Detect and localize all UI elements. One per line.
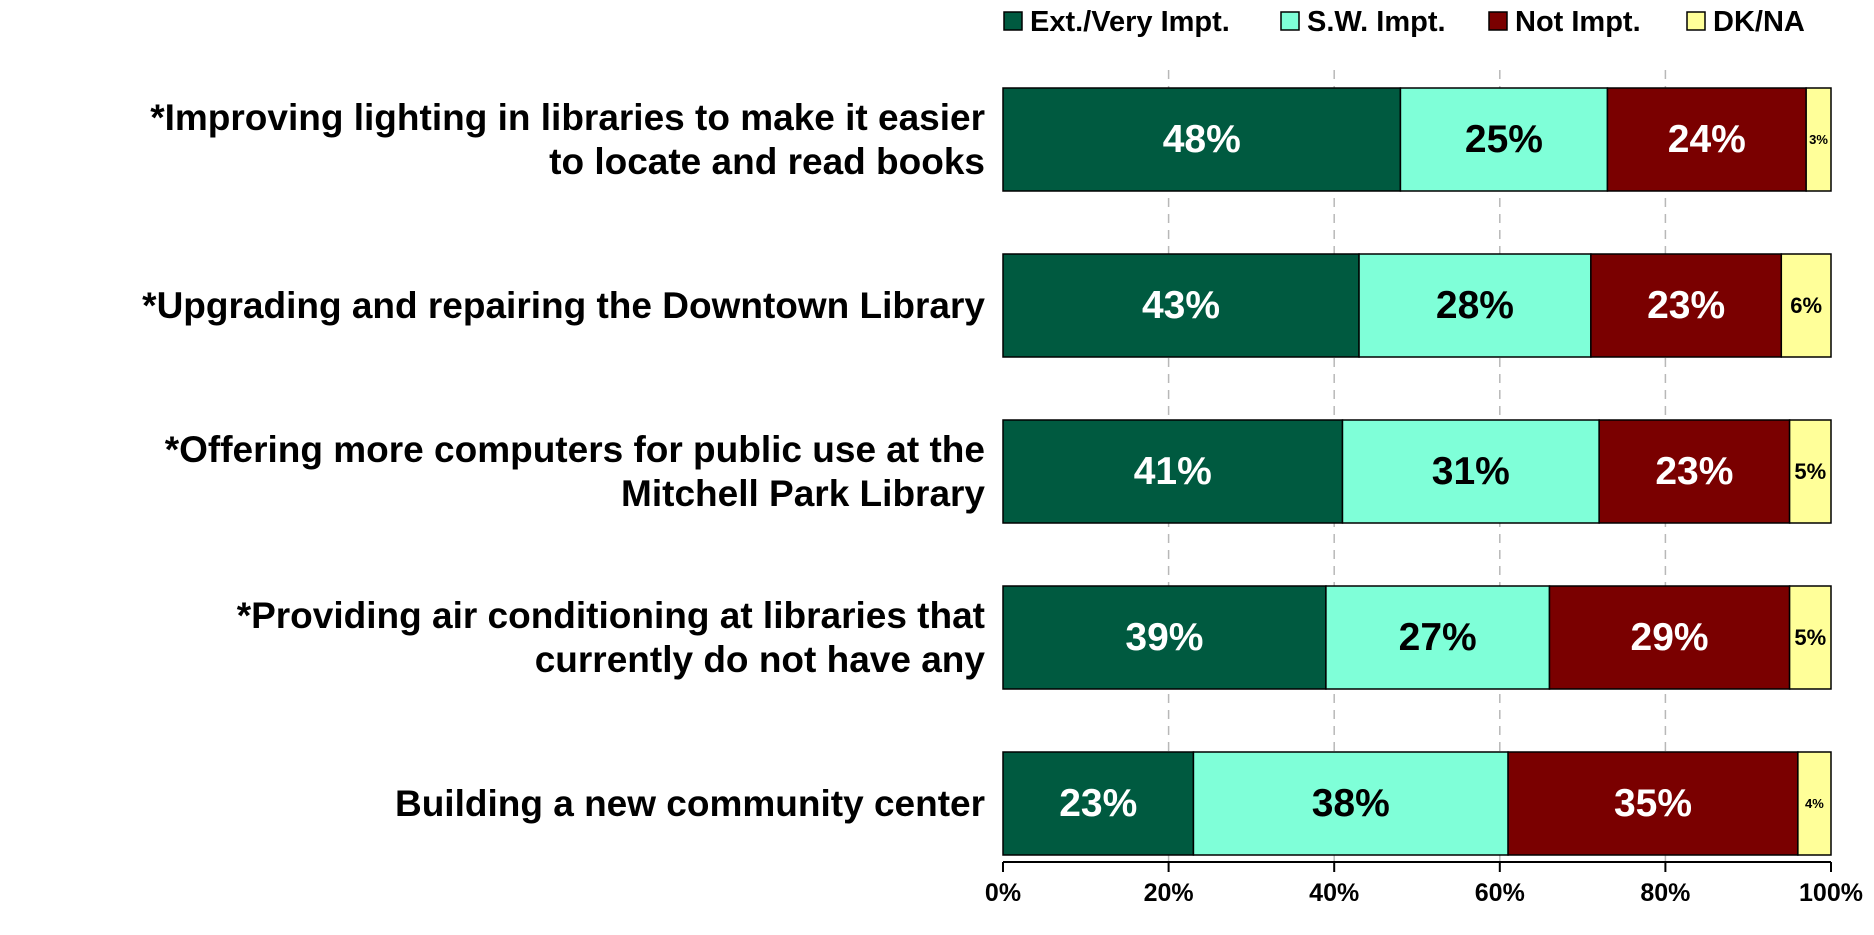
data-label: 25% bbox=[1465, 118, 1543, 161]
category-label: *Offering more computers for public use … bbox=[165, 429, 985, 470]
category-label: *Providing air conditioning at libraries… bbox=[237, 595, 985, 636]
legend-swatch bbox=[1280, 11, 1300, 31]
legend-swatch bbox=[1003, 11, 1023, 31]
data-label: 3% bbox=[1809, 132, 1828, 147]
bar-segment-2-4 bbox=[1780, 253, 1832, 358]
x-tick-label: 40% bbox=[1309, 879, 1359, 907]
x-tick-label: 100% bbox=[1799, 879, 1863, 907]
legend-label: Not Impt. bbox=[1515, 6, 1641, 38]
data-label: 28% bbox=[1436, 284, 1514, 327]
x-tick-label: 20% bbox=[1144, 879, 1194, 907]
bar-segment-1-4 bbox=[1805, 87, 1832, 192]
x-tick-label: 60% bbox=[1475, 879, 1525, 907]
bar-segment-3-4 bbox=[1788, 419, 1832, 524]
bar-segment-1-1 bbox=[1002, 87, 1402, 192]
x-tick-label: 0% bbox=[985, 879, 1021, 907]
x-axis: 0% 20% 40% 60% 80% 100% bbox=[985, 861, 1863, 907]
data-label: 5% bbox=[1794, 459, 1826, 484]
grid-lines bbox=[1167, 70, 1667, 862]
category-label: *Improving lighting in libraries to make… bbox=[150, 97, 985, 138]
bars: 48% 25% 24% 3% 43% 28% 23% 6% 41% 31% 23% 5% 39% 27% 2… bbox=[1002, 87, 1832, 856]
legend-label: Ext./Very Impt. bbox=[1030, 6, 1230, 38]
data-label: 29% bbox=[1631, 616, 1709, 659]
category-label: *Upgrading and repairing the Downtown Li… bbox=[142, 285, 985, 326]
data-label: 5% bbox=[1794, 625, 1826, 650]
data-label: 39% bbox=[1125, 616, 1203, 659]
data-label: 41% bbox=[1134, 450, 1212, 493]
bar-segment-2-2 bbox=[1358, 253, 1592, 358]
bar-segment-4-3 bbox=[1548, 585, 1791, 690]
bar-segment-4-2 bbox=[1325, 585, 1551, 690]
data-label: 23% bbox=[1655, 450, 1733, 493]
bar-segment-5-1 bbox=[1002, 751, 1195, 856]
bar-segment-1-2 bbox=[1399, 87, 1609, 192]
bar-segment-5-4 bbox=[1797, 751, 1832, 856]
data-label: 31% bbox=[1432, 450, 1510, 493]
bar-segment-4-1 bbox=[1002, 585, 1327, 690]
legend-label: DK/NA bbox=[1713, 6, 1805, 38]
legend: Ext./Very Impt. S.W. Impt. Not Impt. DK/NA bbox=[1003, 6, 1805, 38]
category-label: Mitchell Park Library bbox=[621, 473, 985, 514]
data-label: 27% bbox=[1399, 616, 1477, 659]
category-label: currently do not have any bbox=[535, 639, 986, 680]
data-label: 38% bbox=[1312, 782, 1390, 825]
data-label: 23% bbox=[1059, 782, 1137, 825]
category-labels: *Improving lighting in libraries to make… bbox=[142, 97, 985, 824]
bar-segment-1-3 bbox=[1606, 87, 1807, 192]
x-tick-label: 80% bbox=[1640, 879, 1690, 907]
bar-segment-4-4 bbox=[1788, 585, 1832, 690]
data-label: 24% bbox=[1668, 118, 1746, 161]
data-label: 23% bbox=[1647, 284, 1725, 327]
bar-segment-2-3 bbox=[1590, 253, 1783, 358]
bar-segment-2-1 bbox=[1002, 253, 1360, 358]
data-label: 4% bbox=[1805, 796, 1824, 811]
data-label: 48% bbox=[1163, 118, 1241, 161]
data-label: 6% bbox=[1790, 293, 1822, 318]
data-label: 35% bbox=[1614, 782, 1692, 825]
data-label: 43% bbox=[1142, 284, 1220, 327]
bar-segment-3-2 bbox=[1341, 419, 1600, 524]
legend-swatch bbox=[1488, 11, 1508, 31]
legend-label: S.W. Impt. bbox=[1307, 6, 1446, 38]
bar-segment-3-1 bbox=[1002, 419, 1344, 524]
category-label: to locate and read books bbox=[549, 141, 985, 182]
bar-segment-5-3 bbox=[1507, 751, 1799, 856]
bar-segment-5-2 bbox=[1192, 751, 1509, 856]
category-label: Building a new community center bbox=[395, 783, 985, 824]
legend-swatch bbox=[1686, 11, 1706, 31]
